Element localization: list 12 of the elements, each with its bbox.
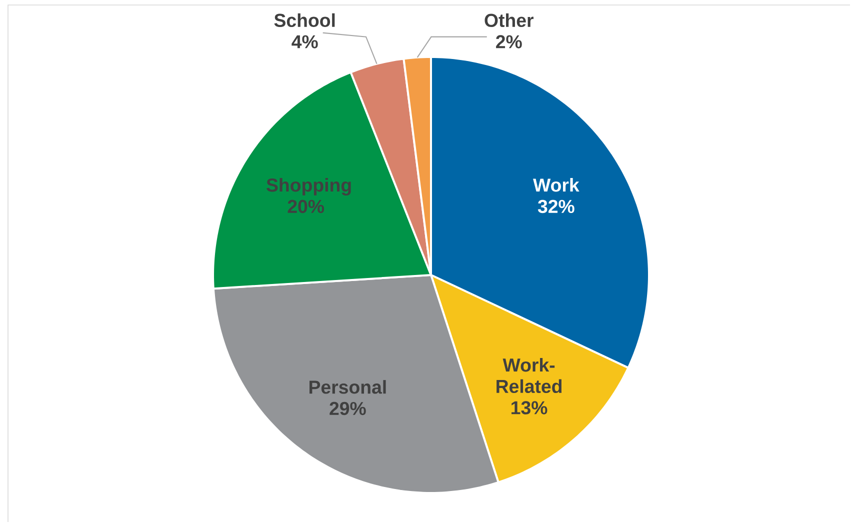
data-label: 32% — [538, 200, 574, 214]
data-label: 13% — [512, 401, 548, 414]
data-label: 4% — [292, 35, 318, 48]
data-label: 20% — [288, 200, 324, 214]
slice-label: Other — [484, 13, 534, 28]
slice-label: School — [274, 13, 335, 28]
data-label: 29% — [330, 402, 366, 416]
slice-label: Shopping — [266, 178, 351, 196]
slice-label: Personal — [310, 380, 386, 394]
slice-label: Work — [533, 178, 580, 192]
slice-label: Work-Related — [496, 358, 562, 394]
data-label: 2% — [496, 35, 522, 48]
